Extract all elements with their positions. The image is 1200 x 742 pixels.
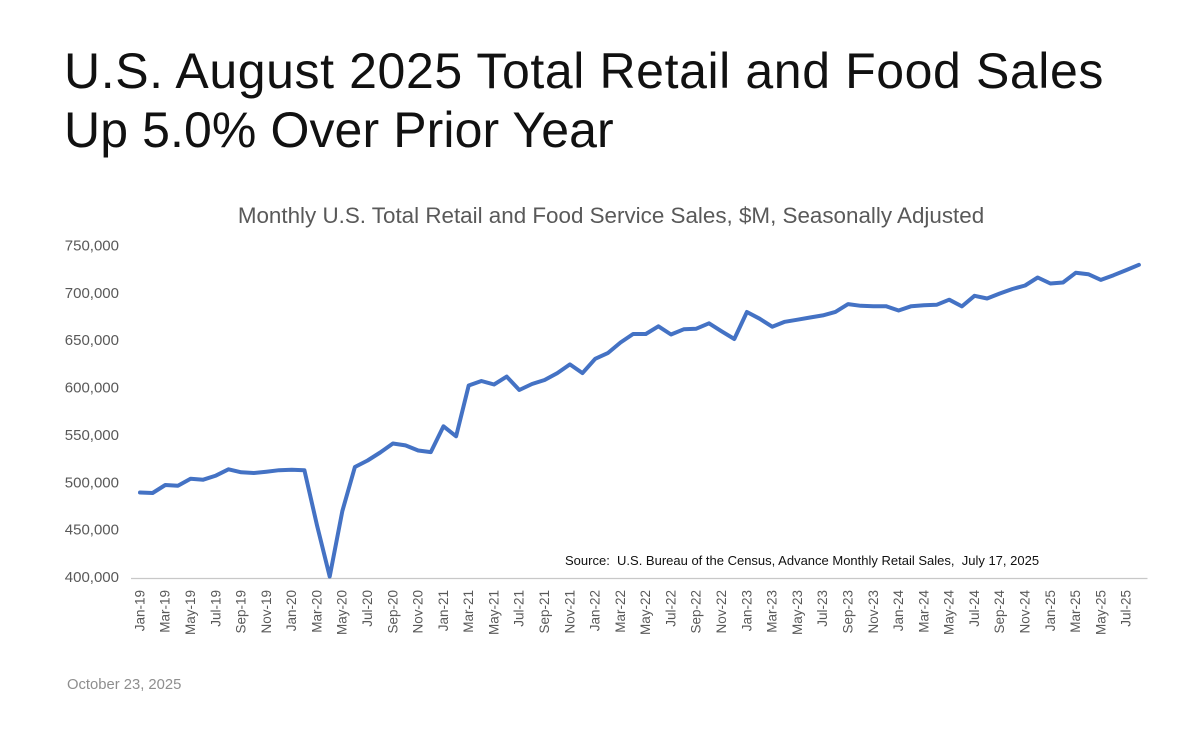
svg-text:Jan-23: Jan-23 — [739, 590, 754, 631]
svg-text:Nov-19: Nov-19 — [259, 590, 274, 634]
svg-text:Nov-20: Nov-20 — [411, 590, 426, 634]
svg-text:Jul-19: Jul-19 — [208, 590, 223, 627]
svg-text:Jul-21: Jul-21 — [512, 590, 527, 627]
svg-text:450,000: 450,000 — [65, 522, 119, 539]
svg-text:Sep-24: Sep-24 — [992, 590, 1007, 634]
svg-text:Jan-25: Jan-25 — [1043, 590, 1058, 631]
svg-text:May-24: May-24 — [942, 590, 957, 636]
svg-text:Jul-24: Jul-24 — [967, 590, 982, 627]
svg-text:Mar-25: Mar-25 — [1068, 590, 1083, 633]
svg-text:Mar-24: Mar-24 — [916, 590, 931, 633]
svg-text:Jan-24: Jan-24 — [891, 590, 906, 632]
svg-text:Sep-21: Sep-21 — [537, 590, 552, 634]
svg-text:May-23: May-23 — [790, 590, 805, 635]
svg-text:750,000: 750,000 — [65, 238, 119, 255]
svg-text:Jan-21: Jan-21 — [436, 590, 451, 631]
svg-text:Mar-23: Mar-23 — [765, 590, 780, 633]
svg-text:Jan-20: Jan-20 — [284, 590, 299, 631]
svg-text:Jul-20: Jul-20 — [360, 590, 375, 627]
svg-text:May-22: May-22 — [638, 590, 653, 635]
svg-text:500,000: 500,000 — [65, 474, 119, 491]
svg-text:Jan-19: Jan-19 — [132, 590, 147, 631]
svg-text:May-20: May-20 — [335, 590, 350, 635]
svg-text:Nov-24: Nov-24 — [1018, 590, 1033, 634]
svg-text:Sep-23: Sep-23 — [841, 590, 856, 634]
svg-text:Mar-19: Mar-19 — [158, 590, 173, 633]
svg-text:Nov-23: Nov-23 — [866, 590, 881, 634]
svg-text:Jul-22: Jul-22 — [663, 590, 678, 627]
svg-text:Sep-22: Sep-22 — [689, 590, 704, 634]
svg-text:May-19: May-19 — [183, 590, 198, 635]
svg-text:700,000: 700,000 — [65, 285, 119, 302]
svg-text:Nov-22: Nov-22 — [714, 590, 729, 634]
svg-text:Jul-25: Jul-25 — [1119, 590, 1134, 627]
svg-text:Sep-20: Sep-20 — [385, 590, 400, 634]
svg-text:Mar-22: Mar-22 — [613, 590, 628, 633]
svg-text:May-21: May-21 — [486, 590, 501, 635]
svg-text:550,000: 550,000 — [65, 427, 119, 444]
svg-text:Jul-23: Jul-23 — [815, 590, 830, 627]
svg-text:600,000: 600,000 — [65, 380, 119, 397]
svg-text:650,000: 650,000 — [65, 332, 119, 349]
svg-text:Sep-19: Sep-19 — [234, 590, 249, 634]
svg-text:Mar-21: Mar-21 — [461, 590, 476, 633]
svg-text:May-25: May-25 — [1093, 590, 1108, 635]
svg-text:Mar-20: Mar-20 — [309, 590, 324, 633]
svg-text:400,000: 400,000 — [65, 569, 119, 586]
svg-text:Jan-22: Jan-22 — [588, 590, 603, 631]
svg-text:Nov-21: Nov-21 — [562, 590, 577, 634]
